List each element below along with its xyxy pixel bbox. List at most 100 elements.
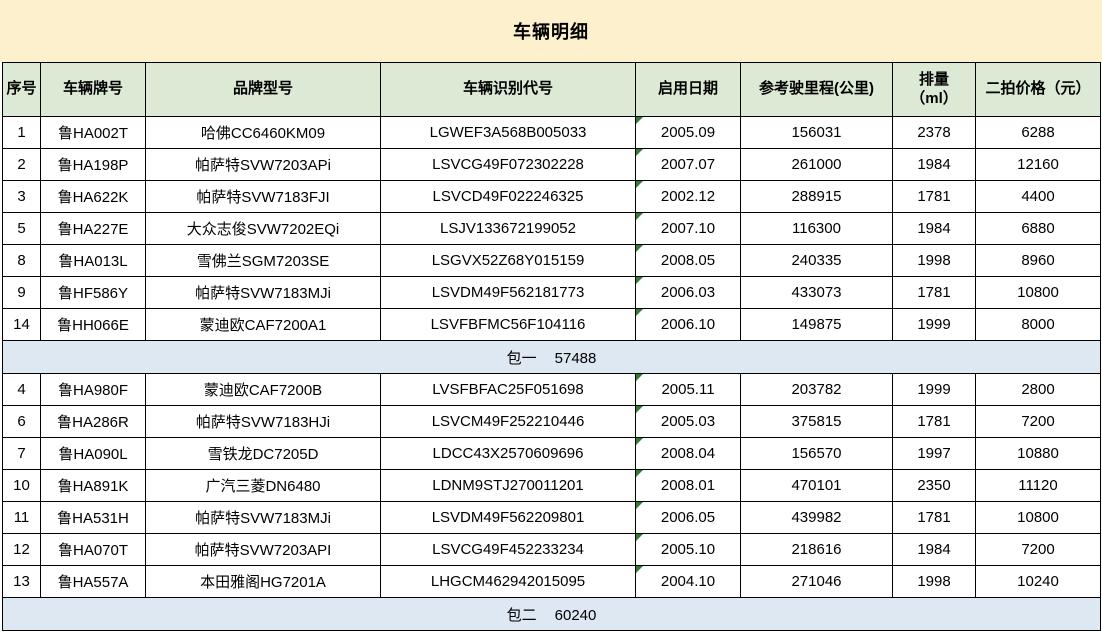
cell[interactable]: 2007.10 (635, 212, 741, 245)
cell[interactable]: 261000 (740, 148, 893, 181)
cell[interactable]: 帕萨特SVW7183MJi (145, 276, 381, 309)
cell[interactable]: 375815 (740, 405, 893, 438)
cell[interactable]: 12160 (975, 148, 1101, 181)
cell[interactable]: 11120 (975, 469, 1101, 502)
cell[interactable]: LSVFBFMC56F104116 (380, 308, 636, 341)
cell[interactable]: 1999 (892, 308, 976, 341)
cell[interactable]: 2008.01 (635, 469, 741, 502)
cell[interactable]: LSVCG49F072302228 (380, 148, 636, 181)
column-header-0[interactable]: 序号 (2, 62, 41, 117)
cell[interactable]: 10800 (975, 276, 1101, 309)
cell[interactable]: 6 (2, 405, 41, 438)
cell[interactable]: 1984 (892, 212, 976, 245)
column-header-2[interactable]: 品牌型号 (145, 62, 381, 117)
cell[interactable]: 14 (2, 308, 41, 341)
cell[interactable]: 鲁HA227E (40, 212, 146, 245)
cell[interactable]: 8960 (975, 244, 1101, 277)
cell[interactable]: 广汽三菱DN6480 (145, 469, 381, 502)
cell[interactable]: 433073 (740, 276, 893, 309)
cell[interactable]: 2005.10 (635, 533, 741, 566)
cell[interactable]: 1999 (892, 373, 976, 406)
cell[interactable]: 2006.10 (635, 308, 741, 341)
cell[interactable]: 439982 (740, 501, 893, 534)
cell[interactable]: 2 (2, 148, 41, 181)
cell[interactable]: 2006.03 (635, 276, 741, 309)
cell[interactable]: LSVCG49F452233234 (380, 533, 636, 566)
cell[interactable]: LSVDM49F562181773 (380, 276, 636, 309)
column-header-3[interactable]: 车辆识别代号 (380, 62, 636, 117)
cell[interactable]: 13 (2, 565, 41, 598)
cell[interactable]: 2800 (975, 373, 1101, 406)
cell[interactable]: 8000 (975, 308, 1101, 341)
cell[interactable]: 1781 (892, 180, 976, 213)
cell[interactable]: 4 (2, 373, 41, 406)
cell[interactable]: 2005.09 (635, 116, 741, 149)
cell[interactable]: 1984 (892, 533, 976, 566)
cell[interactable]: 156570 (740, 437, 893, 470)
cell[interactable]: 5 (2, 212, 41, 245)
cell[interactable]: 鲁HA531H (40, 501, 146, 534)
cell[interactable]: 7200 (975, 533, 1101, 566)
cell[interactable]: LGWEF3A568B005033 (380, 116, 636, 149)
column-header-5[interactable]: 参考驶里程(公里) (740, 62, 893, 117)
cell[interactable]: LSVDM49F562209801 (380, 501, 636, 534)
cell[interactable]: 218616 (740, 533, 893, 566)
cell[interactable]: 1998 (892, 244, 976, 277)
cell[interactable]: LSJV133672199052 (380, 212, 636, 245)
column-header-1[interactable]: 车辆牌号 (40, 62, 146, 117)
cell[interactable]: 2008.05 (635, 244, 741, 277)
cell[interactable]: 帕萨特SVW7183HJi (145, 405, 381, 438)
cell[interactable]: 1997 (892, 437, 976, 470)
cell[interactable]: 2378 (892, 116, 976, 149)
cell[interactable]: 帕萨特SVW7203APi (145, 148, 381, 181)
cell[interactable]: 1781 (892, 405, 976, 438)
cell[interactable]: LVSFBFAC25F051698 (380, 373, 636, 406)
cell[interactable]: 帕萨特SVW7183MJi (145, 501, 381, 534)
cell[interactable]: 9 (2, 276, 41, 309)
cell[interactable]: 鲁HA070T (40, 533, 146, 566)
cell[interactable]: 8 (2, 244, 41, 277)
cell[interactable]: 6288 (975, 116, 1101, 149)
cell[interactable]: 雪铁龙DC7205D (145, 437, 381, 470)
cell[interactable]: 7200 (975, 405, 1101, 438)
page-title[interactable]: 车辆明细 (0, 0, 1102, 62)
cell[interactable]: 鲁HA891K (40, 469, 146, 502)
cell[interactable]: LSVCD49F022246325 (380, 180, 636, 213)
cell[interactable]: 203782 (740, 373, 893, 406)
cell[interactable]: 10800 (975, 501, 1101, 534)
cell[interactable]: 11 (2, 501, 41, 534)
cell[interactable]: 鲁HF586Y (40, 276, 146, 309)
cell[interactable]: 蒙迪欧CAF7200B (145, 373, 381, 406)
summary-cell[interactable]: 包一 57488 (2, 340, 1101, 374)
cell[interactable]: 149875 (740, 308, 893, 341)
column-header-4[interactable]: 启用日期 (635, 62, 741, 117)
cell[interactable]: 鲁HH066E (40, 308, 146, 341)
cell[interactable]: 雪佛兰SGM7203SE (145, 244, 381, 277)
cell[interactable]: 240335 (740, 244, 893, 277)
cell[interactable]: 帕萨特SVW7203API (145, 533, 381, 566)
cell[interactable]: 鲁HA286R (40, 405, 146, 438)
cell[interactable]: 2002.12 (635, 180, 741, 213)
cell[interactable]: 1781 (892, 276, 976, 309)
cell[interactable]: 288915 (740, 180, 893, 213)
cell[interactable]: 鲁HA002T (40, 116, 146, 149)
cell[interactable]: LDCC43X2570609696 (380, 437, 636, 470)
cell[interactable]: 2004.10 (635, 565, 741, 598)
cell[interactable]: 3 (2, 180, 41, 213)
cell[interactable]: 10240 (975, 565, 1101, 598)
cell[interactable]: LSVCM49F252210446 (380, 405, 636, 438)
cell[interactable]: 鲁HA622K (40, 180, 146, 213)
summary-cell[interactable]: 包二 60240 (2, 597, 1101, 631)
cell[interactable]: 1998 (892, 565, 976, 598)
cell[interactable]: 116300 (740, 212, 893, 245)
cell[interactable]: 10 (2, 469, 41, 502)
cell[interactable]: LDNM9STJ270011201 (380, 469, 636, 502)
cell[interactable]: 鲁HA013L (40, 244, 146, 277)
cell[interactable]: 鲁HA198P (40, 148, 146, 181)
cell[interactable]: 1 (2, 116, 41, 149)
cell[interactable]: 4400 (975, 180, 1101, 213)
cell[interactable]: 6880 (975, 212, 1101, 245)
cell[interactable]: 2005.11 (635, 373, 741, 406)
cell[interactable]: 大众志俊SVW7202EQi (145, 212, 381, 245)
cell[interactable]: 12 (2, 533, 41, 566)
